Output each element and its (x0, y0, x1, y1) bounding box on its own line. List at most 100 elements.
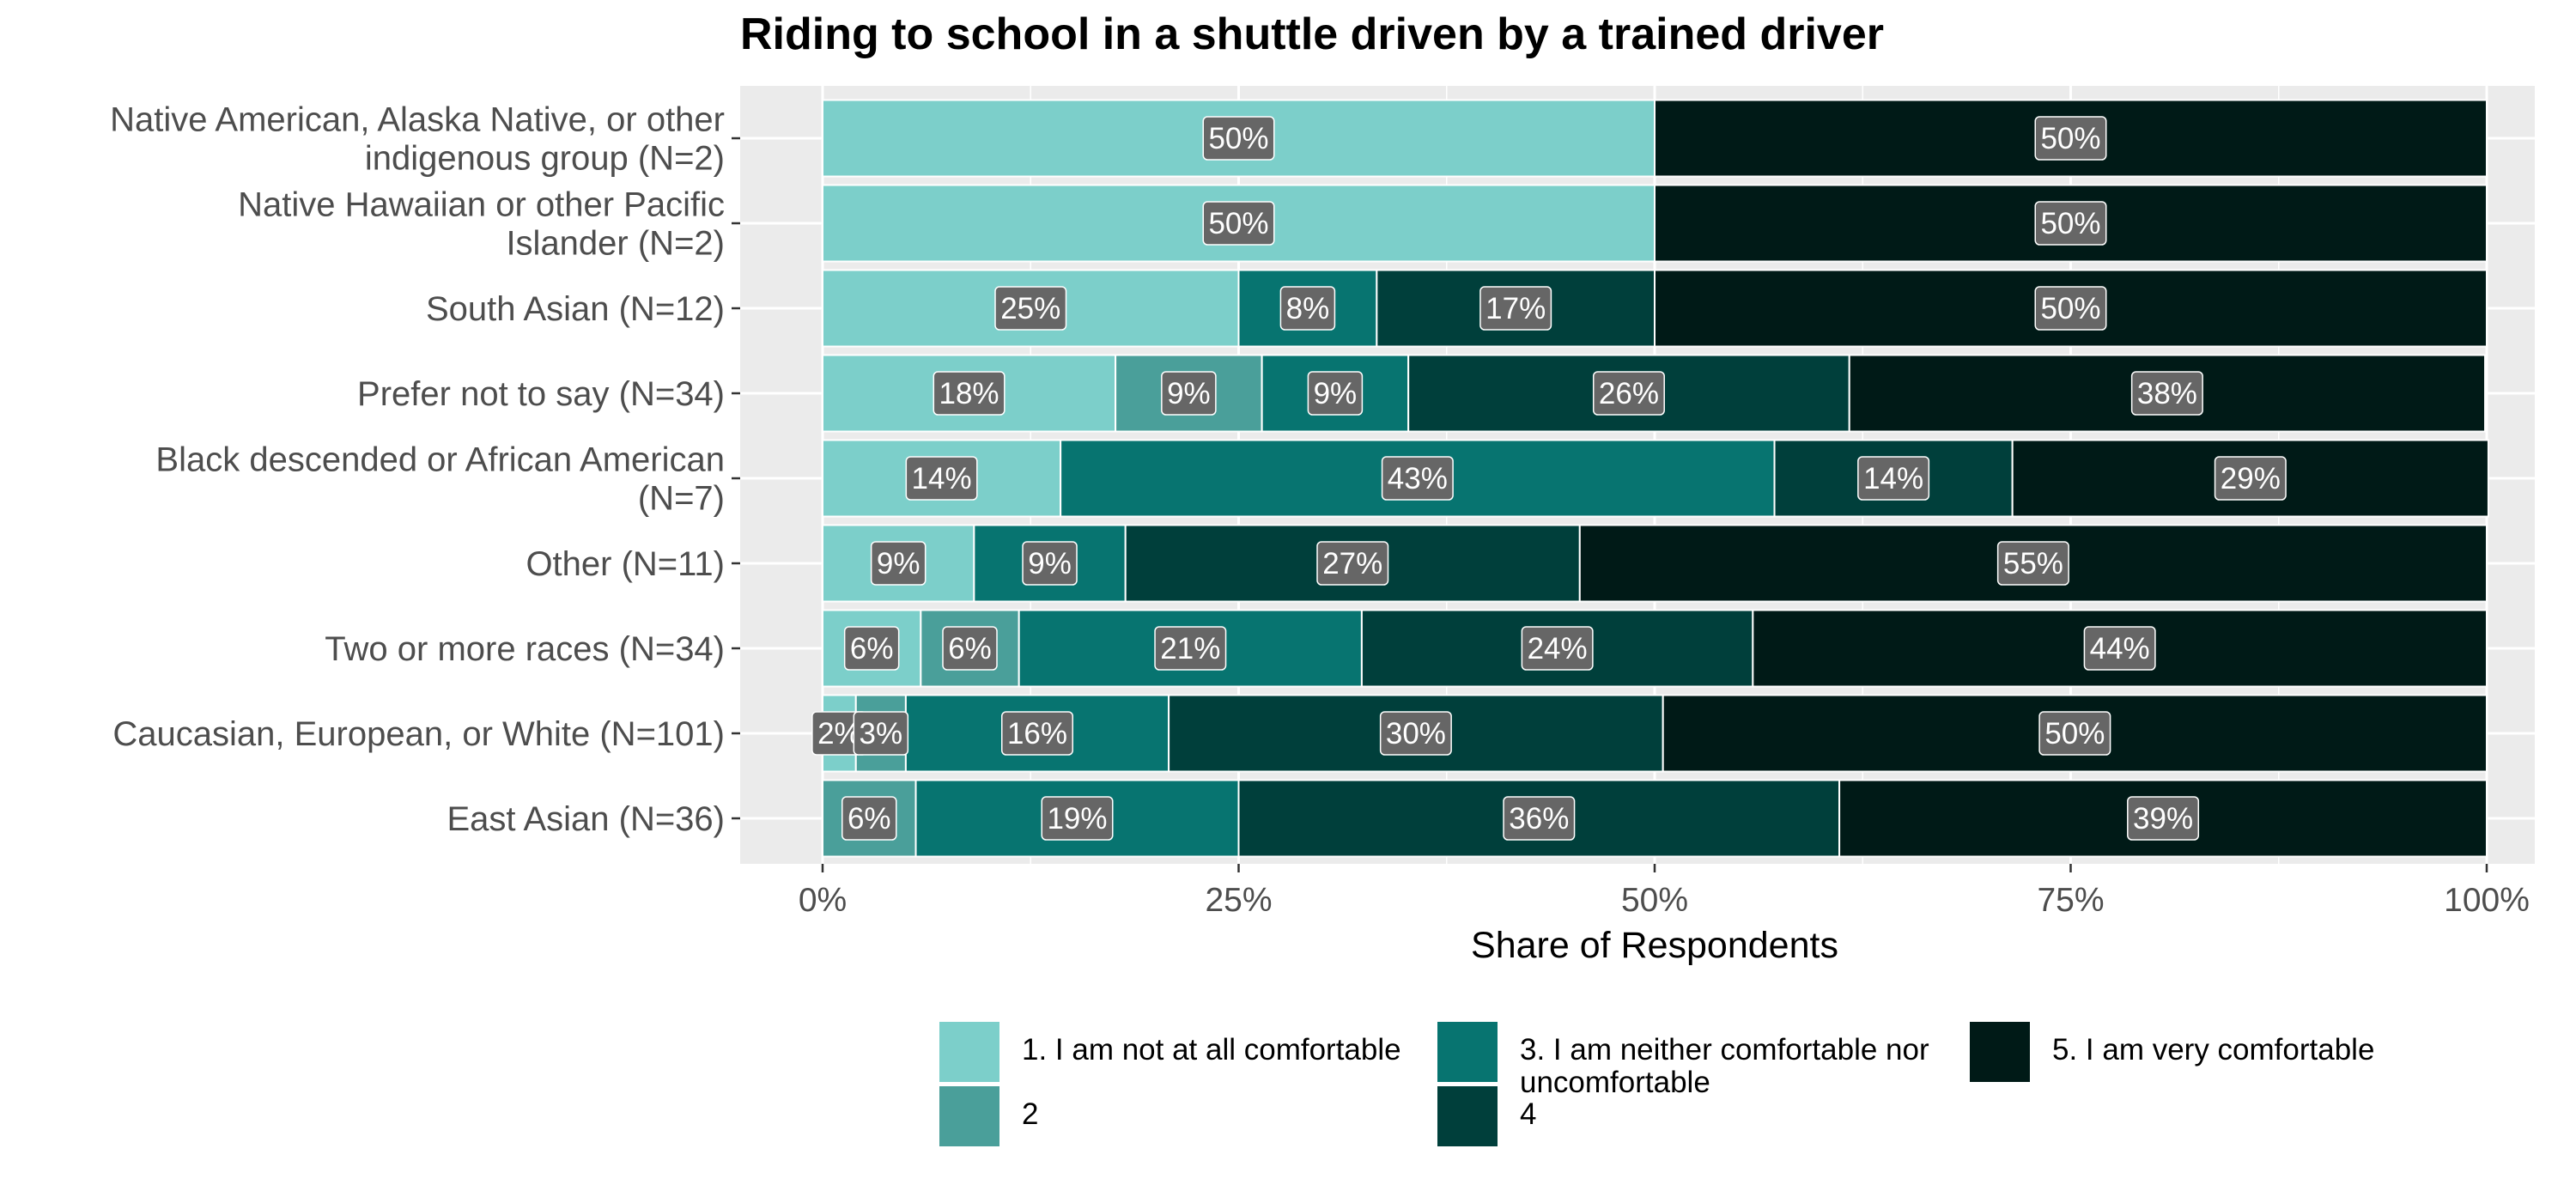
data-label: 50% (1208, 207, 1268, 240)
category-axis: Native American, Alaska Native, or other… (110, 101, 740, 838)
category-label: Native American, Alaska Native, or other… (110, 101, 725, 178)
data-label: 50% (2044, 717, 2105, 750)
data-label: 9% (1028, 547, 1072, 580)
data-label-box (1381, 456, 1454, 501)
bar-segment (1654, 184, 2488, 263)
data-label-box (1041, 796, 1114, 841)
bar-segment (920, 609, 1020, 688)
data-label-box (905, 456, 978, 501)
legend-item: 5. I am very comfortable (1970, 1022, 2374, 1082)
data-label: 19% (1047, 802, 1107, 836)
x-tick-label: 0% (799, 882, 847, 919)
category-label: Caucasian, European, or White (N=101) (112, 715, 725, 753)
legend-item: 2 (939, 1086, 1038, 1146)
data-label: 9% (877, 547, 920, 580)
legend-swatch (1437, 1022, 1498, 1082)
data-label-box (1316, 541, 1389, 586)
category-label: Black descended or African American (N=7) (155, 441, 725, 518)
legend-swatch (939, 1022, 999, 1082)
data-label: 50% (2040, 122, 2100, 155)
category-label: Native Hawaiian or other Pacific Islander… (238, 186, 725, 263)
data-label: 8% (1286, 292, 1330, 325)
data-label: 55% (2003, 547, 2063, 580)
data-label: 50% (1208, 122, 1268, 155)
data-labels: 50% 50% 50% 50% 25% 8% 17% 50% 18% 9% 9% 26% 38% 14% 4… (811, 116, 2287, 841)
data-label-box (2127, 796, 2200, 841)
category-label: Two or more races (N=34) (325, 630, 725, 668)
legend-swatch (1970, 1022, 2030, 1082)
data-label-box (1307, 371, 1364, 416)
legend-label: 2 (1022, 1097, 1039, 1131)
data-label-box (942, 626, 998, 671)
data-label: 21% (1160, 632, 1220, 665)
data-label-box (2038, 711, 2111, 756)
data-label: 44% (2090, 632, 2150, 665)
data-label-box (843, 626, 900, 671)
data-label-box (1857, 456, 1930, 501)
data-label-box (2083, 626, 2156, 671)
data-label: 17% (1485, 292, 1546, 325)
legend-label: 3. I am neither comfortable nor uncomfort… (1520, 1033, 1929, 1099)
data-label-box (841, 796, 897, 841)
data-label: 9% (1314, 377, 1358, 410)
data-label-box (870, 541, 927, 586)
data-label-box (1161, 371, 1217, 416)
legend-label: 1. I am not at all comfortable (1022, 1033, 1401, 1066)
category-label: Prefer not to say (N=34) (357, 375, 725, 413)
legend-item: 4 (1437, 1086, 1536, 1146)
data-label-box (2130, 371, 2203, 416)
legend-item: 1. I am not at all comfortable (939, 1022, 1401, 1082)
bar-segment (822, 184, 1656, 263)
x-tick-label: 25% (1205, 882, 1272, 919)
data-label: 26% (1599, 377, 1659, 410)
legend-swatch (1437, 1086, 1498, 1146)
data-label-box (1202, 116, 1275, 161)
data-label: 38% (2137, 377, 2197, 410)
data-label-box (2214, 456, 2287, 501)
data-label: 36% (1509, 802, 1569, 836)
x-axis-title: Share of Respondents (1471, 925, 1838, 966)
data-label-box (1202, 201, 1275, 246)
data-label-box (1996, 541, 2069, 586)
data-label: 25% (1000, 292, 1060, 325)
data-label-box (1479, 286, 1552, 331)
data-label-box (1592, 371, 1665, 416)
legend: 1. I am not at all comfortable 2 3. I am n… (939, 1022, 2416, 1151)
category-label: East Asian (N=36) (447, 800, 726, 838)
bar-segment (1124, 524, 1581, 603)
data-label: 24% (1528, 632, 1588, 665)
data-label: 18% (939, 377, 999, 410)
legend-item: 3. I am neither comfortable nor uncomfort… (1437, 1022, 1929, 1099)
category-label: Other (N=11) (526, 545, 725, 583)
data-label: 29% (2221, 462, 2281, 495)
data-label-box (853, 711, 909, 756)
data-label: 6% (848, 802, 891, 836)
data-label: 27% (1322, 547, 1382, 580)
bar-segment (1662, 694, 2488, 773)
data-label-box (994, 286, 1067, 331)
data-label-box (1279, 286, 1336, 331)
data-label: 50% (2040, 292, 2100, 325)
data-label-box (2034, 286, 2107, 331)
data-label-box (1154, 626, 1227, 671)
x-tick-label: 75% (2037, 882, 2104, 919)
data-label: 30% (1386, 717, 1446, 750)
data-label: 3% (860, 717, 903, 750)
data-label: 9% (1167, 377, 1211, 410)
legend-swatch (939, 1086, 999, 1146)
data-label: 43% (1388, 462, 1448, 495)
data-label-box (2034, 116, 2107, 161)
data-label: 14% (912, 462, 972, 495)
data-label: 50% (2040, 207, 2100, 240)
data-label: 14% (1863, 462, 1923, 495)
chart-title: Riding to school in a shuttle driven by … (740, 9, 1884, 59)
data-label: 6% (948, 632, 992, 665)
data-label-box (2034, 201, 2107, 246)
legend-label: 4 (1520, 1097, 1537, 1131)
data-label-box (1001, 711, 1074, 756)
data-label-box (1379, 711, 1452, 756)
data-label-box (1503, 796, 1576, 841)
data-label-box (1521, 626, 1594, 671)
value-axis: 0% 25% 50% 75% 100% (799, 864, 2530, 919)
